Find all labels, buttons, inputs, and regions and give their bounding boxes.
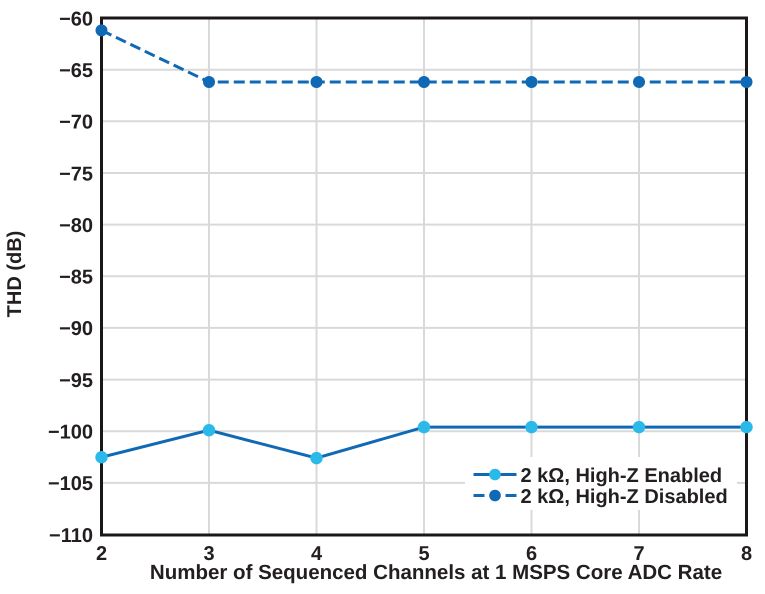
svg-text:−60: −60	[59, 8, 93, 30]
svg-text:−85: −85	[59, 267, 93, 289]
svg-text:8: 8	[741, 543, 752, 565]
svg-text:2: 2	[96, 543, 107, 565]
svg-text:−100: −100	[48, 422, 93, 444]
svg-text:−65: −65	[59, 60, 93, 82]
svg-text:−80: −80	[59, 215, 93, 237]
svg-text:5: 5	[418, 543, 429, 565]
svg-text:THD (dB): THD (dB)	[4, 231, 26, 318]
svg-text:2 kΩ, High-Z Enabled: 2 kΩ, High-Z Enabled	[521, 465, 723, 487]
svg-text:−70: −70	[59, 112, 93, 134]
svg-text:7: 7	[633, 543, 644, 565]
svg-text:4: 4	[311, 543, 323, 565]
svg-text:3: 3	[203, 543, 214, 565]
svg-text:6: 6	[526, 543, 537, 565]
svg-text:−110: −110	[49, 525, 93, 547]
svg-text:Number of Sequenced Channels a: Number of Sequenced Channels at 1 MSPS C…	[150, 561, 722, 584]
svg-text:−105: −105	[48, 473, 93, 495]
svg-text:−90: −90	[59, 318, 93, 340]
svg-text:−75: −75	[59, 163, 93, 185]
svg-text:−95: −95	[59, 370, 93, 392]
svg-text:2 kΩ, High-Z Disabled: 2 kΩ, High-Z Disabled	[521, 486, 728, 508]
